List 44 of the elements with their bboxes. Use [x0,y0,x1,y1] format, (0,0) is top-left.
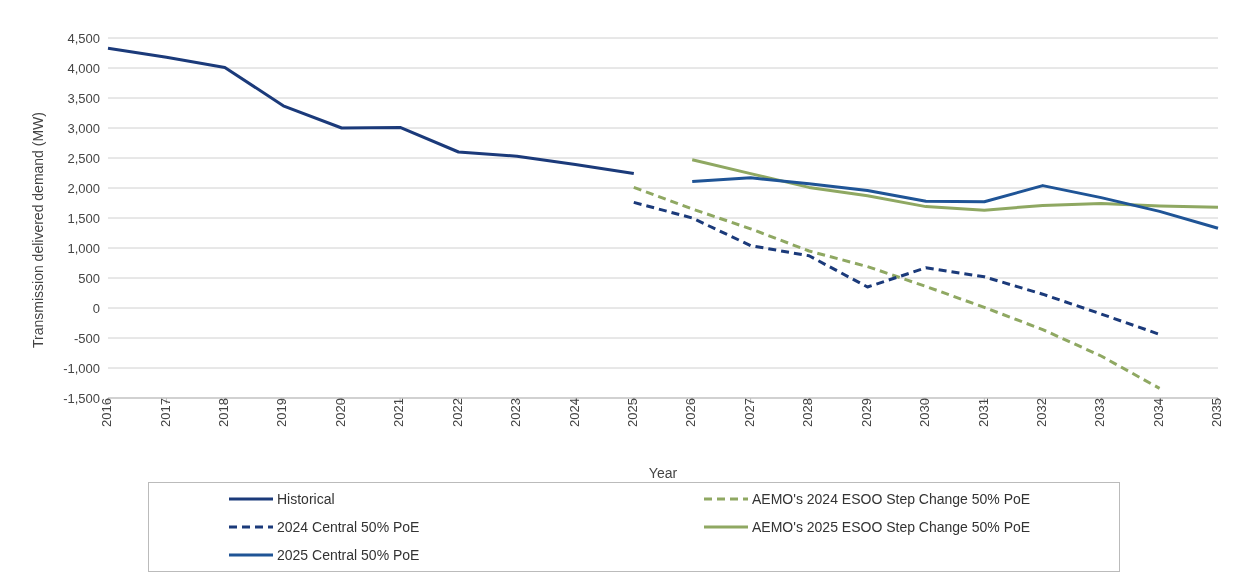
y-axis-title: Transmission delivered demand (MW) [29,112,46,348]
x-tick-label: 2018 [216,398,232,427]
x-tick-label: 2028 [800,398,816,427]
line-series [690,158,1220,212]
legend-label: AEMO's 2024 ESOO Step Change 50% PoE [752,491,1031,507]
x-axis-title: Year [648,465,678,481]
x-tick-label: 2031 [975,398,991,427]
y-tick-label: 2,000 [67,180,100,196]
line-series [690,176,1220,230]
y-tick-label: -500 [73,330,100,346]
x-tick-label: 2035 [1209,398,1225,427]
y-tick-label: 0 [92,300,100,316]
y-tick-label: 3,000 [67,120,100,136]
legend-label: 2025 Central 50% PoE [277,547,420,563]
y-tick-label: 500 [78,270,100,286]
x-tick-label: 2032 [1033,398,1049,427]
y-tick-label: 2,500 [67,150,100,166]
x-tick-label: 2025 [625,398,641,427]
x-tick-label: 2033 [1092,398,1108,427]
y-tick-label: -1,000 [63,360,100,376]
legend-label: AEMO's 2025 ESOO Step Change 50% PoE [752,519,1031,535]
x-tick-label: 2016 [99,398,115,427]
x-tick-label: 2022 [449,398,465,427]
x-tick-label: 2029 [858,398,874,427]
x-tick-label: 2026 [683,398,699,427]
x-tick-label: 2034 [1150,398,1166,427]
x-tick-label: 2030 [917,398,933,427]
y-tick-label: 1,000 [67,240,100,256]
y-tick-label: -1,500 [63,390,100,406]
legend-label: 2024 Central 50% PoE [277,519,420,535]
line-series [106,46,636,176]
x-tick-label: 2019 [274,398,290,427]
x-tick-label: 2027 [741,398,757,427]
line-series [632,185,1162,390]
y-tick-label: 1,500 [67,210,100,226]
x-tick-label: 2021 [391,398,407,427]
x-tick-label: 2020 [332,398,348,427]
x-tick-label: 2017 [157,398,173,427]
legend-label: Historical [277,491,335,507]
y-tick-label: 4,500 [67,30,100,46]
y-tick-label: 4,000 [67,60,100,76]
x-tick-label: 2023 [508,398,524,427]
x-tick-label: 2024 [566,398,582,427]
y-tick-label: 3,500 [67,90,100,106]
